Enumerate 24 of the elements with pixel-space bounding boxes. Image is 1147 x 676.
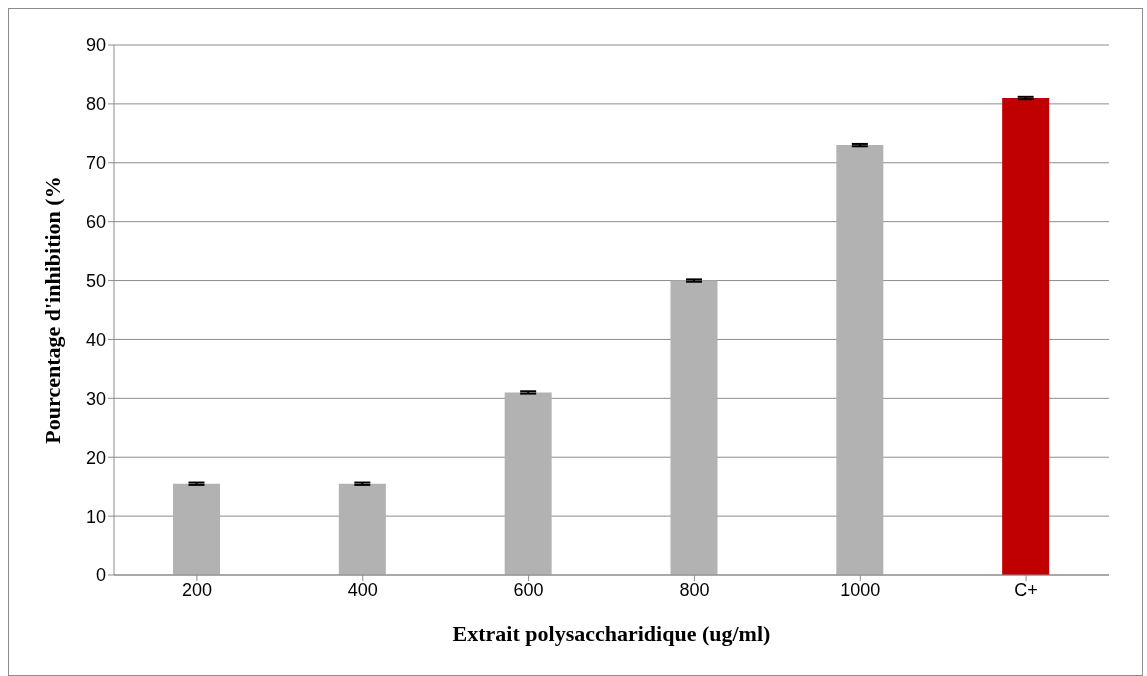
x-tick-label: 800 [679,579,710,600]
y-tick-label: 10 [85,506,106,527]
x-tick-label: 200 [181,579,212,600]
y-axis-title: Pourcentage d'inhibition (% [39,176,65,444]
bar [1002,98,1050,575]
y-tick-label: 70 [85,153,106,174]
bar [836,145,884,575]
y-tick-label: 50 [85,270,106,291]
x-tick-label: 600 [513,579,544,600]
bar [670,280,718,575]
x-tick-label: 1000 [840,579,881,600]
x-tick-label: C+ [1014,579,1038,600]
y-tick-label: 20 [85,447,106,468]
y-tick-label: 0 [95,565,106,586]
bar [338,483,386,575]
y-tick-label: 30 [85,388,106,409]
y-tick-label: 60 [85,212,106,233]
x-axis-title: Extrait polysaccharidique (ug/ml) [452,621,771,646]
y-tick-label: 90 [85,35,106,56]
bar [504,392,552,575]
y-tick-label: 80 [85,94,106,115]
bar [173,483,220,575]
x-tick-label: 400 [347,579,378,600]
y-tick-label: 40 [85,329,106,350]
